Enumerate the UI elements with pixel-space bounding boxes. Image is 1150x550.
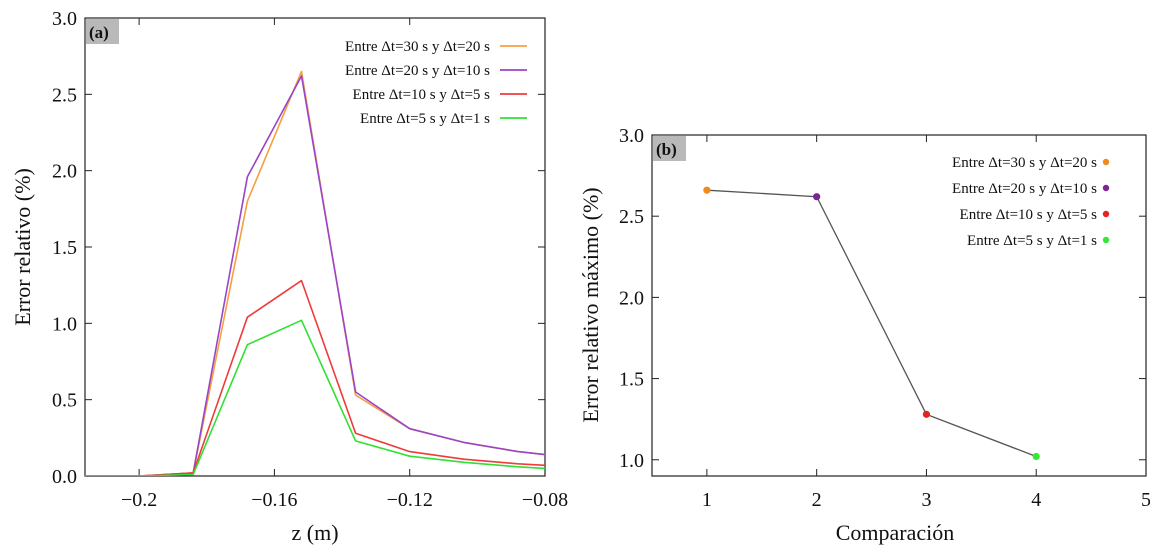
y-tick-label: 3.0	[619, 125, 644, 147]
chart-panel-a: −0.2 −0.16 −0.12 −0.08 0.0 0.5 1.0 1.5 2.0 2.5 3.…	[10, 8, 568, 545]
panel-tag-a: (a)	[89, 23, 109, 42]
y-tick-label: 1.5	[619, 369, 644, 391]
y-tick-labels-b: 1.0 1.5 2.0 2.5 3.0	[619, 125, 644, 472]
data-point-2	[813, 193, 821, 201]
legend-label: Entre Δt=20 s y Δt=10 s	[345, 63, 490, 79]
panel-tag-bg-a	[86, 19, 119, 44]
connector-line-b	[706, 189, 1037, 458]
legend-marker	[1102, 236, 1110, 244]
x-tick-label: 4	[1031, 489, 1041, 511]
legend-a: Entre Δt=30 s y Δt=20 s Entre Δt=20 s y Δ…	[345, 39, 527, 127]
data-points-b	[703, 186, 1040, 461]
legend-label: Entre Δt=10 s y Δt=5 s	[960, 207, 1098, 223]
legend-b: Entre Δt=30 s y Δt=20 s Entre Δt=20 s y Δ…	[952, 155, 1110, 249]
legend-label: Entre Δt=5 s y Δt=1 s	[967, 233, 1097, 249]
legend-label: Entre Δt=20 s y Δt=10 s	[952, 181, 1097, 197]
y-tick-label: 2.5	[619, 206, 644, 228]
x-tick-label: −0.08	[522, 489, 568, 511]
connector-polyline	[706, 189, 1037, 458]
plot-frame-a	[84, 17, 546, 477]
legend-marker	[1102, 184, 1110, 192]
legend-label: Entre Δt=5 s y Δt=1 s	[360, 111, 490, 127]
x-tick-label: −0.16	[251, 489, 297, 511]
y-tick-label: 0.5	[52, 390, 77, 412]
x-tick-labels-a: −0.2 −0.16 −0.12 −0.08	[121, 489, 568, 511]
data-point-1	[703, 186, 711, 194]
y-tick-label: 0.0	[52, 466, 77, 488]
y-axis-title-a: Error relativo (%)	[10, 168, 35, 326]
x-axis-title-a: z (m)	[291, 520, 338, 545]
y-tick-label: 2.0	[619, 287, 644, 309]
legend-marker	[1102, 210, 1110, 218]
y-tick-label: 2.0	[52, 161, 77, 183]
legend-label: Entre Δt=30 s y Δt=20 s	[345, 39, 490, 55]
x-tick-label: 5	[1141, 489, 1150, 511]
y-tick-label: 1.0	[52, 313, 77, 335]
data-point-3	[922, 410, 931, 418]
x-axis-title-b: Comparación	[836, 520, 955, 545]
y-tick-label: 1.5	[52, 237, 77, 259]
x-tick-label: −0.2	[121, 489, 157, 511]
x-tick-label: 3	[921, 489, 931, 511]
y-tick-labels-a: 0.0 0.5 1.0 1.5 2.0 2.5 3.0	[52, 8, 77, 488]
data-point-4	[1032, 452, 1040, 461]
series-line-4	[85, 319, 545, 476]
y-tick-label: 3.0	[52, 8, 77, 30]
legend-label: Entre Δt=30 s y Δt=20 s	[952, 155, 1097, 171]
legend-marker	[1102, 158, 1110, 166]
x-tick-label: 1	[702, 489, 712, 511]
x-tick-label: −0.12	[387, 489, 433, 511]
chart-panel-b: 1 2 3 4 5 1.0 1.5 2.0 2.5 3.0 (b) Entre Δt=30 s …	[578, 125, 1150, 545]
x-tick-label: 2	[812, 489, 822, 511]
panel-tag-bg-b	[653, 136, 686, 161]
axis-ticks-b	[652, 134, 1147, 476]
y-tick-label: 1.0	[619, 450, 644, 472]
panel-tag-b: (b)	[656, 140, 677, 159]
x-tick-labels-b: 1 2 3 4 5	[702, 489, 1150, 511]
series-lines-a	[85, 70, 545, 476]
y-axis-title-b: Error relativo máximo (%)	[578, 187, 603, 422]
legend-label: Entre Δt=10 s y Δt=5 s	[353, 87, 491, 103]
y-tick-label: 2.5	[52, 84, 77, 106]
